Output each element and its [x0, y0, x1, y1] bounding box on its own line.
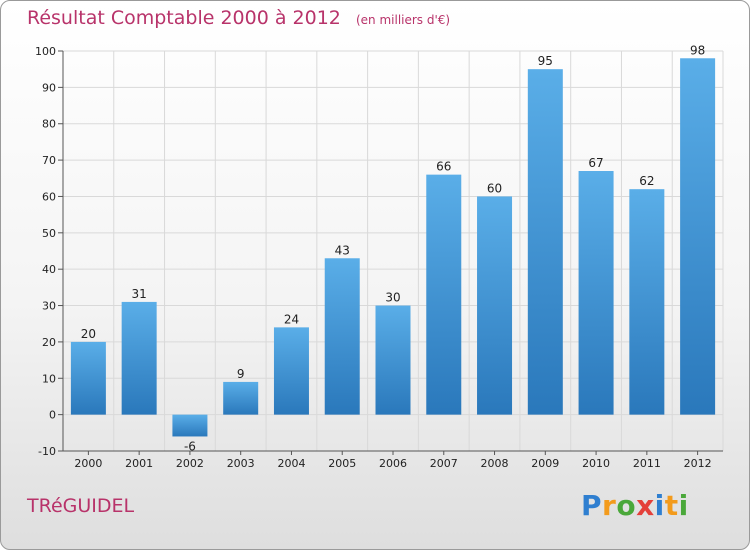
- x-tick-label: 2001: [125, 457, 153, 470]
- x-tick-label: 2000: [74, 457, 102, 470]
- bar: [324, 258, 360, 415]
- bar-value-label: 98: [690, 43, 705, 57]
- y-tick-label: 50: [42, 227, 56, 240]
- commune-name: TRéGUIDEL: [27, 495, 135, 517]
- bar-value-label: 43: [335, 243, 350, 257]
- x-tick-label: 2007: [430, 457, 458, 470]
- bar: [121, 301, 157, 415]
- x-tick-label: 2012: [684, 457, 712, 470]
- bar: [273, 327, 309, 415]
- x-tick-label: 2010: [582, 457, 610, 470]
- bar: [426, 174, 462, 415]
- y-tick-labels: -10 0 10 20 30 40 50 60 70 80 90 100: [35, 45, 56, 458]
- proxiti-logo: Proxiti: [581, 489, 689, 522]
- x-tick-label: 2009: [531, 457, 559, 470]
- x-tick-label: 2004: [277, 457, 305, 470]
- chart-title-block: Résultat Comptable 2000 à 2012 (en milli…: [27, 7, 450, 29]
- y-tick-label: -10: [38, 445, 56, 458]
- y-tick-label: 60: [42, 190, 56, 203]
- x-tick-labels: 2000 2001 2002 2003 2004 2005 2006 2007 2008 2009…: [74, 457, 711, 470]
- chart-unit-note: (en milliers d'€): [355, 13, 451, 27]
- logo-letter: i: [678, 489, 689, 522]
- y-tick-label: 10: [42, 372, 56, 385]
- bar-value-label: 60: [487, 181, 502, 195]
- x-tick-label: 2011: [633, 457, 661, 470]
- axes: [58, 50, 723, 455]
- y-tick-label: 70: [42, 154, 56, 167]
- bar-value-label: 9: [237, 367, 245, 381]
- bar-value-label: 66: [436, 160, 451, 174]
- bars: [70, 58, 716, 437]
- bar: [375, 305, 411, 415]
- bar-value-label: 30: [385, 291, 400, 305]
- y-tick-label: 0: [49, 409, 56, 422]
- logo-letter: P: [581, 489, 603, 522]
- y-tick-label: 80: [42, 118, 56, 131]
- x-tick-label: 2006: [379, 457, 407, 470]
- bar: [477, 196, 513, 415]
- logo-letter: i: [654, 489, 665, 522]
- bar: [223, 381, 259, 415]
- bar-value-label: 67: [588, 156, 603, 170]
- x-tick-label: 2002: [176, 457, 204, 470]
- bar-value-label: 95: [538, 54, 553, 68]
- x-tick-label: 2005: [328, 457, 356, 470]
- y-tick-label: 30: [42, 300, 56, 313]
- x-tick-label: 2008: [481, 457, 509, 470]
- logo-letter: x: [636, 489, 655, 522]
- bar: [680, 58, 716, 415]
- logo-letter: o: [616, 489, 637, 522]
- y-tick-label: 100: [35, 45, 56, 58]
- y-tick-label: 20: [42, 336, 56, 349]
- bar: [629, 189, 665, 415]
- value-labels: 20 31 -6 9 24 43 30 66 60 95 67 62 98: [81, 43, 706, 453]
- bar-value-label: 62: [639, 174, 654, 188]
- bar-value-label: 20: [81, 327, 96, 341]
- y-tick-label: 40: [42, 263, 56, 276]
- chart-title: Résultat Comptable 2000 à 2012: [27, 7, 341, 29]
- x-tick-label: 2003: [227, 457, 255, 470]
- bar-value-label: -6: [184, 439, 196, 453]
- logo-letter: t: [664, 489, 679, 522]
- bar: [70, 341, 106, 415]
- bar-value-label: 31: [132, 287, 147, 301]
- bar: [527, 69, 563, 415]
- bar: [172, 414, 208, 437]
- bar: [578, 171, 614, 415]
- bar-value-label: 24: [284, 312, 299, 326]
- y-tick-label: 90: [42, 81, 56, 94]
- logo-letter: r: [602, 489, 617, 522]
